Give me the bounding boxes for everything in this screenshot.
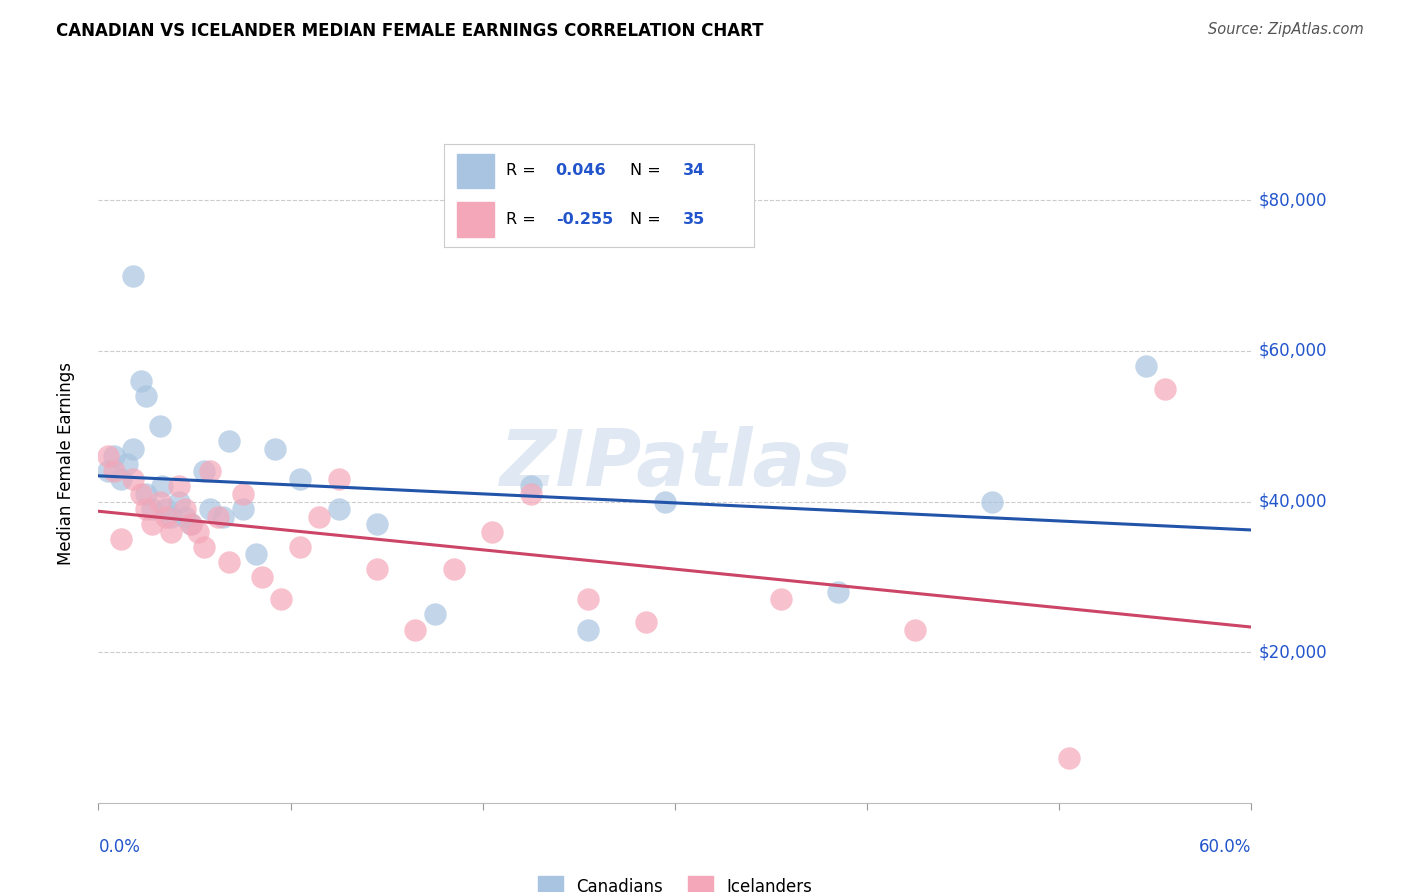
Point [193,464,215,478]
Point [769,592,792,607]
Point [654,494,676,508]
Point [328,502,350,516]
Point [135,502,157,516]
Text: R =: R = [506,211,541,227]
Point [981,494,1004,508]
Point [634,615,657,629]
Point [1057,750,1080,764]
Point [212,509,235,524]
Point [129,374,152,388]
Point [155,502,177,516]
Point [405,623,427,637]
Point [290,540,312,554]
FancyBboxPatch shape [457,153,494,188]
Point [149,419,172,434]
Point [231,487,254,501]
Point [1154,382,1177,396]
Y-axis label: Median Female Earnings: Median Female Earnings [56,362,75,566]
Point [135,389,157,403]
Point [827,585,849,599]
Point [135,487,157,501]
Point [110,532,132,546]
Point [167,479,190,493]
Text: CANADIAN VS ICELANDER MEDIAN FEMALE EARNINGS CORRELATION CHART: CANADIAN VS ICELANDER MEDIAN FEMALE EARN… [56,22,763,40]
Point [576,623,599,637]
Point [141,502,163,516]
Point [193,540,215,554]
Text: N =: N = [630,163,666,178]
Text: $20,000: $20,000 [1258,643,1327,661]
Point [366,562,388,576]
Point [270,592,292,607]
Point [218,434,240,449]
Point [122,268,145,283]
Point [207,509,229,524]
Point [97,450,120,464]
Text: 0.046: 0.046 [555,163,606,178]
Text: $80,000: $80,000 [1258,191,1327,210]
Point [155,509,177,524]
Point [117,457,138,471]
Text: 60.0%: 60.0% [1199,838,1251,856]
Point [150,479,173,493]
Text: 34: 34 [682,163,704,178]
Point [110,472,132,486]
Point [174,509,197,524]
Text: Source: ZipAtlas.com: Source: ZipAtlas.com [1208,22,1364,37]
Point [231,502,254,516]
FancyBboxPatch shape [457,202,494,236]
Point [160,509,183,524]
Point [481,524,503,539]
Legend: Canadians, Icelanders: Canadians, Icelanders [531,870,818,892]
Point [245,547,267,561]
Point [264,442,287,456]
Point [122,472,145,486]
Point [198,502,221,516]
Text: $40,000: $40,000 [1258,492,1327,510]
Point [180,517,202,532]
Point [167,494,190,508]
Point [180,517,202,532]
Text: R =: R = [506,163,541,178]
Point [366,517,388,532]
Text: $60,000: $60,000 [1258,342,1327,359]
Point [1135,359,1157,373]
Text: 35: 35 [682,211,704,227]
Point [250,570,273,584]
Point [97,464,120,478]
Point [103,450,125,464]
Point [576,592,599,607]
Point [187,524,209,539]
Point [218,555,240,569]
Point [520,487,543,501]
Point [174,502,197,516]
Text: ZIPatlas: ZIPatlas [499,425,851,502]
Point [149,494,172,508]
Point [129,487,152,501]
Point [122,442,145,456]
Point [198,464,221,478]
Point [141,517,163,532]
Point [160,524,183,539]
Text: 0.0%: 0.0% [98,838,141,856]
Point [904,623,927,637]
Point [103,464,125,478]
Point [308,509,330,524]
Point [520,479,543,493]
Text: -0.255: -0.255 [555,211,613,227]
Point [290,472,312,486]
Point [328,472,350,486]
Point [423,607,446,622]
Text: N =: N = [630,211,666,227]
Point [443,562,465,576]
